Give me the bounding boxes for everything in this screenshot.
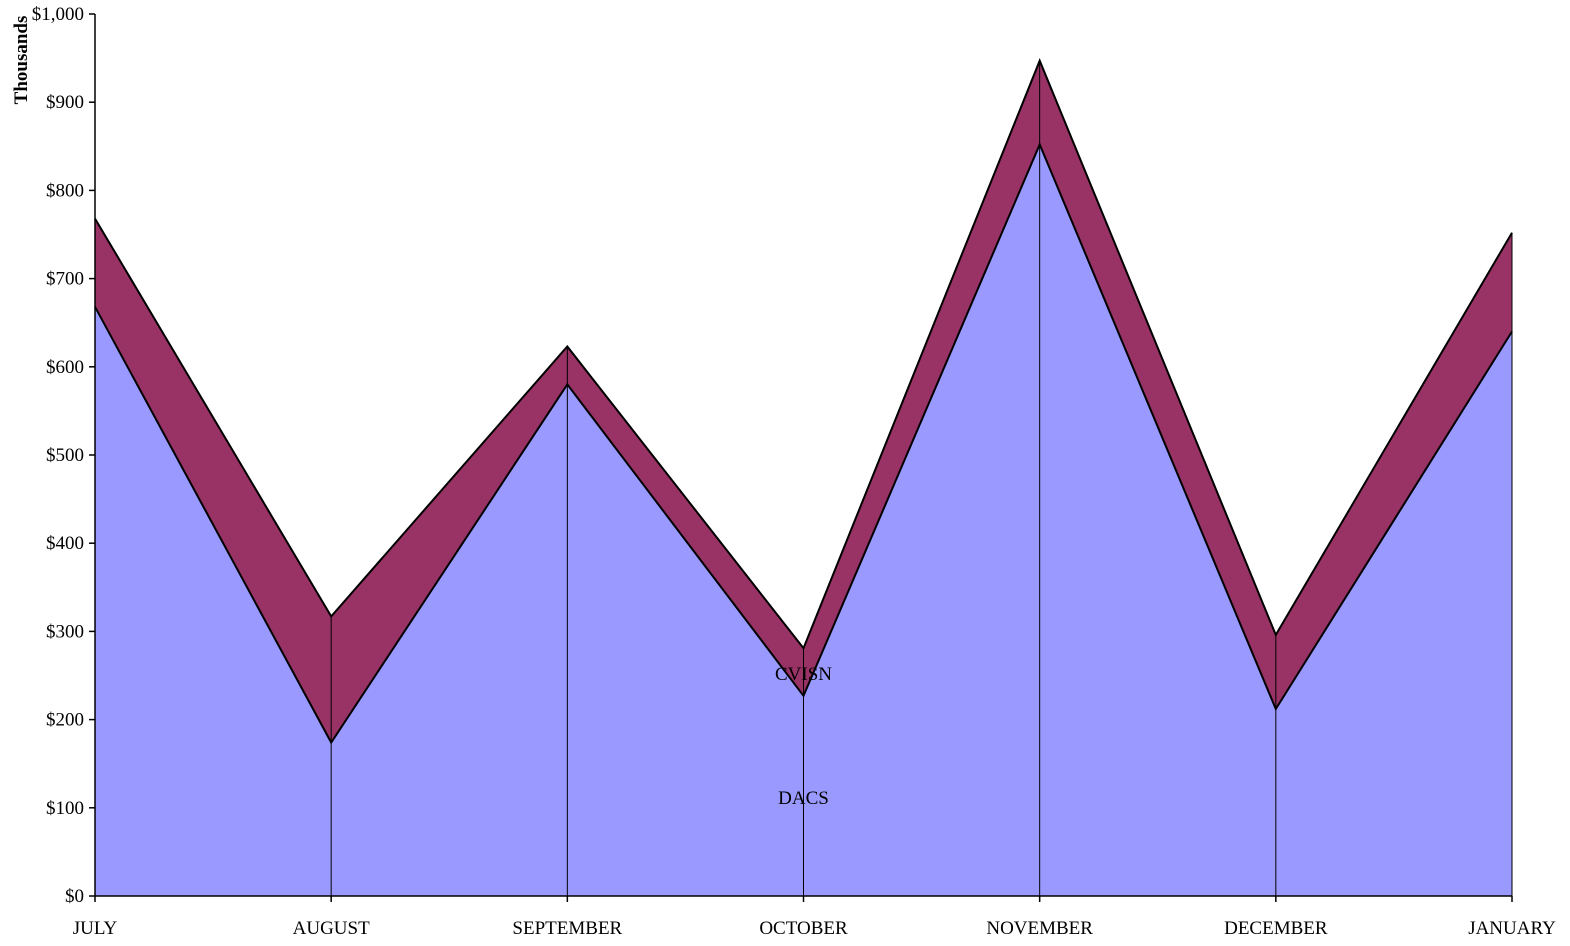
y-tick-label: $800 xyxy=(46,180,84,201)
category-dividers xyxy=(330,60,1513,896)
y-tick-label: $900 xyxy=(46,92,84,113)
y-tick-label: $1,000 xyxy=(32,4,84,25)
x-ticks: JULY AUGUST SEPTEMBER OCTOBER NOVEMBER DECEMB… xyxy=(73,896,1556,939)
y-tick-label: $200 xyxy=(46,710,84,731)
y-tick-label: $500 xyxy=(46,445,84,466)
area-cvisn xyxy=(95,60,1512,743)
x-tick-label: JULY xyxy=(73,918,118,939)
series-labels: DACS CVISN xyxy=(775,664,832,809)
x-tick-label: JANUARY xyxy=(1468,918,1556,939)
x-tick-label: OCTOBER xyxy=(759,918,848,939)
x-tick-label: AUGUST xyxy=(293,918,370,939)
y-tick-label: $700 xyxy=(46,269,84,290)
y-axis-title: Thousands xyxy=(11,16,32,105)
series-label-cvisn: CVISN xyxy=(775,664,832,685)
area-outline-cvisn xyxy=(94,58,1513,651)
y-tick-label: $400 xyxy=(46,533,84,554)
y-tick-label: $100 xyxy=(46,798,84,819)
area-dacs xyxy=(95,144,1512,896)
y-tick-label: $300 xyxy=(46,621,84,642)
y-ticks: $0 $100 $200 $300 $400 $500 $600 $700 $800 $900 $1… xyxy=(32,4,95,907)
x-tick-label: NOVEMBER xyxy=(986,918,1093,939)
y-tick-label: $0 xyxy=(65,886,84,907)
x-tick-label: SEPTEMBER xyxy=(512,918,622,939)
y-tick-label: $600 xyxy=(46,357,84,378)
series-label-dacs: DACS xyxy=(778,788,829,809)
x-tick-label: DECEMBER xyxy=(1224,918,1328,939)
